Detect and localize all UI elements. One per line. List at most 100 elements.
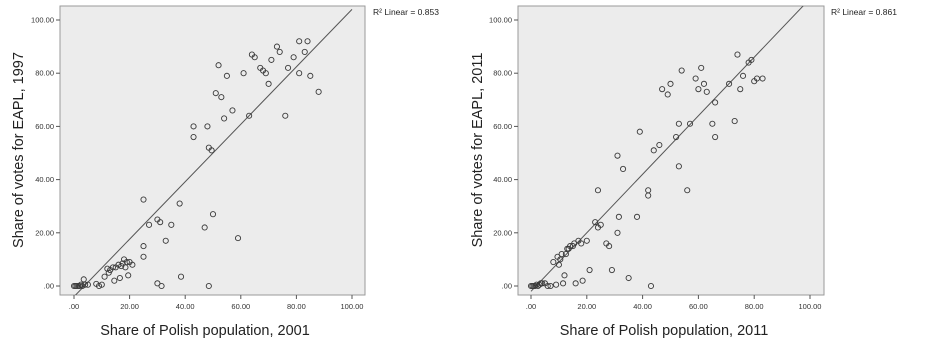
y-tick-label: 100.00 [489,16,512,25]
x-tick-label: 80.00 [287,302,306,311]
y-tick-label: 100.00 [31,16,54,25]
data-point [673,133,680,141]
data-point [105,269,112,276]
data-point [204,123,211,130]
data-point [684,187,691,194]
data-point [698,64,705,71]
data-point [201,224,208,231]
data-point [709,120,716,127]
data-point [223,72,230,79]
y-tick-label: .00 [44,282,54,291]
data-point [315,88,322,95]
data-point [572,280,579,287]
x-tick-label: 20.00 [120,302,139,311]
data-point [614,229,621,236]
data-point [251,54,258,61]
data-point [562,251,569,258]
data-point [80,276,87,283]
x-tick-label: 20.00 [577,302,596,311]
data-point [560,280,567,287]
r2-label: R² Linear = 0.853 [373,7,439,17]
data-point [168,221,175,228]
data-point [625,274,632,282]
scatter-panel-1997: .00 .00 20.00 20.00 40.00 40.00 60.00 60.00 80.0… [11,5,439,339]
data-point [209,211,217,218]
data-point [578,240,585,247]
data-point [98,281,105,288]
data-point [290,54,297,61]
y-axis-title: Share of votes for EAPL, 2011 [470,53,486,248]
data-point [162,237,169,244]
data-point [101,273,108,280]
data-point [726,80,733,87]
data-point [659,86,666,93]
x-tick-label: 40.00 [176,302,195,311]
data-point [229,107,236,114]
data-point [597,221,604,228]
ticks: .00 .00 20.00 20.00 40.00 40.00 60.00 60.00 80.0… [31,16,363,312]
data-point [547,282,554,290]
data-point [555,261,562,268]
data-point [557,256,564,263]
data-point [307,72,314,79]
data-point [700,80,708,87]
data-point [215,62,222,69]
data-point [667,80,674,87]
data-point [650,147,657,154]
y-tick-label: 80.00 [493,69,512,78]
data-point [115,261,122,268]
data-point [571,240,578,247]
data-point [268,56,275,63]
data-point [304,38,311,45]
data-point [158,282,165,290]
data-point [675,163,682,170]
data-point [647,282,655,290]
data-point [190,123,197,130]
data-point [104,265,111,272]
data-point [586,266,593,274]
data-point [154,280,161,287]
data-point [675,120,682,127]
data-point [82,281,89,288]
data-point [296,70,303,77]
data-point [636,128,643,135]
data-point [208,147,215,154]
data-point [739,72,747,79]
data-point [558,251,565,258]
x-axis-title: Share of Polish population, 2001 [100,323,310,339]
x-tick-label: 100.00 [799,302,822,311]
data-point [692,75,699,82]
data-point [122,264,129,271]
r2-label: R² Linear = 0.861 [831,7,897,17]
data-point [544,282,551,290]
data-point [301,48,308,55]
data-point [608,266,615,274]
x-tick-label: 60.00 [689,302,708,311]
data-point [116,274,123,282]
plot-area [517,5,825,296]
data-point [656,141,663,149]
data-point [594,187,602,194]
data-point [606,243,613,250]
data-point [695,86,702,93]
data-point [686,120,694,127]
data-point [240,70,247,77]
data-point [77,281,84,288]
data-point [285,64,292,71]
data-point [296,38,303,45]
data-point [550,259,557,266]
data-point [221,115,228,122]
data-point [678,67,685,74]
ticks: .00 .00 20.00 20.00 40.00 40.00 60.00 60.00 80.0… [489,16,821,312]
data-point [246,112,253,119]
data-point [703,88,710,95]
data-point [265,80,272,87]
data-point [533,281,540,288]
data-point [645,187,652,194]
data-point [748,56,755,63]
data-point [176,200,183,207]
data-point [273,43,280,50]
data-point [154,216,161,223]
data-point [731,118,738,125]
